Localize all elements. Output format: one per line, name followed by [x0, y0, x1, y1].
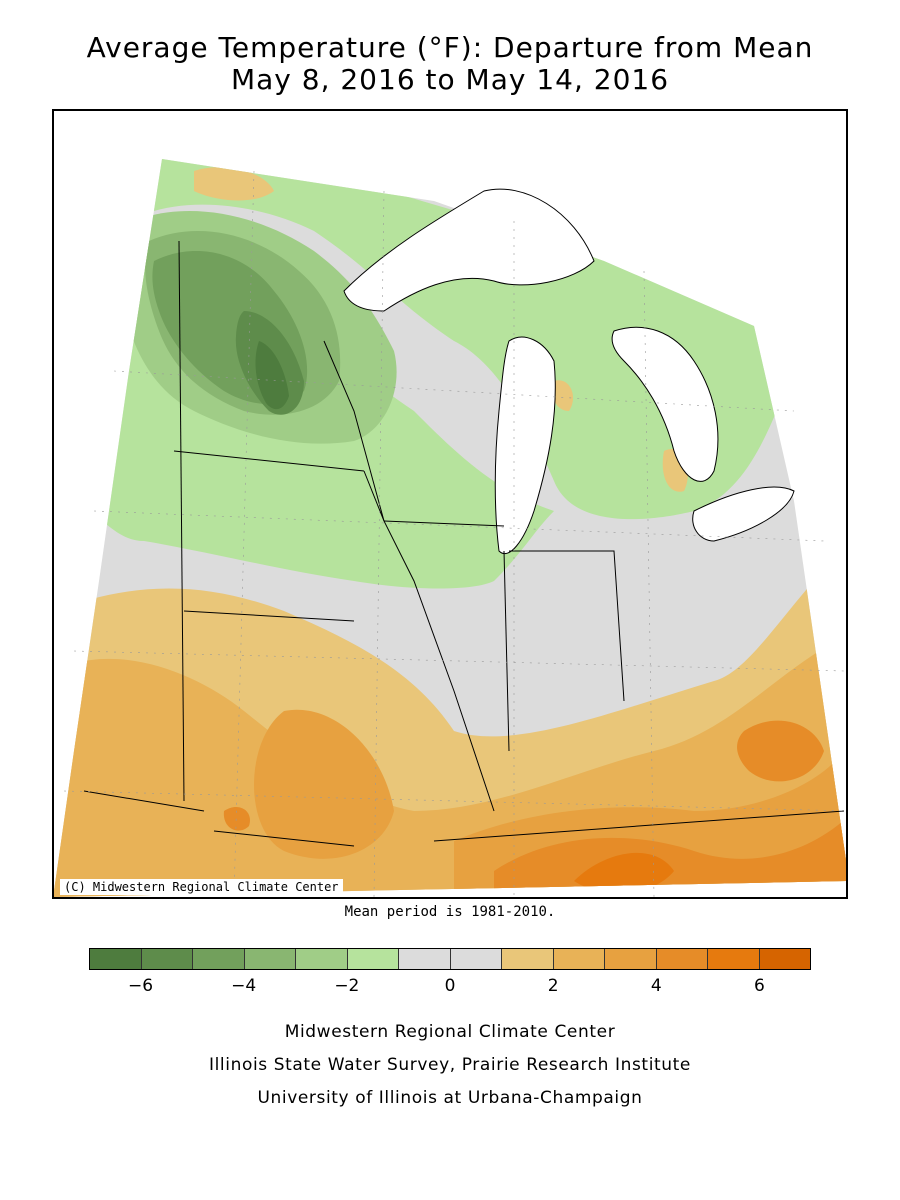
legend-swatch: [244, 949, 296, 969]
lake-huron: [611, 326, 719, 482]
map-frame: (C) Midwestern Regional Climate Center: [52, 109, 848, 899]
legend-swatch: [141, 949, 193, 969]
legend-swatch: [502, 949, 554, 969]
legend-swatch: [759, 949, 810, 969]
legend-tick-label: −6: [128, 976, 154, 996]
legend-swatch: [450, 949, 502, 969]
legend-tick-label: −2: [334, 976, 360, 996]
legend-swatch: [347, 949, 399, 969]
legend-tick-label: −4: [231, 976, 257, 996]
map-credit: (C) Midwestern Regional Climate Center: [60, 879, 343, 895]
legend-tick-label: 0: [444, 976, 456, 996]
great-lakes: [343, 188, 795, 554]
lake-michigan: [494, 336, 556, 554]
legend-swatch: [193, 949, 245, 969]
lake-superior: [343, 188, 595, 312]
legend-swatch: [605, 949, 657, 969]
temperature-departure-map: [54, 111, 846, 897]
legend-tick-label: 4: [650, 976, 662, 996]
legend-swatch: [553, 949, 605, 969]
legend-swatch: [708, 949, 760, 969]
legend-swatch: [90, 949, 142, 969]
color-legend: [89, 948, 811, 970]
legend-swatch: [399, 949, 451, 969]
graticule: [63, 170, 846, 897]
lake-erie: [692, 486, 795, 542]
legend-swatch: [656, 949, 708, 969]
mean-period-note: Mean period is 1981-2010.: [344, 904, 556, 920]
legend-swatch: [296, 949, 348, 969]
map-title: Average Temperature (°F): Departure from…: [86, 31, 814, 64]
state-borders: [83, 240, 845, 847]
footer-survey: Illinois State Water Survey, Prairie Res…: [209, 1055, 691, 1075]
footer-university: University of Illinois at Urbana-Champai…: [257, 1088, 643, 1108]
footer-org: Midwestern Regional Climate Center: [284, 1022, 616, 1042]
legend-tick-label: 2: [547, 976, 559, 996]
map-date-range: May 8, 2016 to May 14, 2016: [230, 63, 670, 96]
legend-tick-label: 6: [754, 976, 765, 996]
